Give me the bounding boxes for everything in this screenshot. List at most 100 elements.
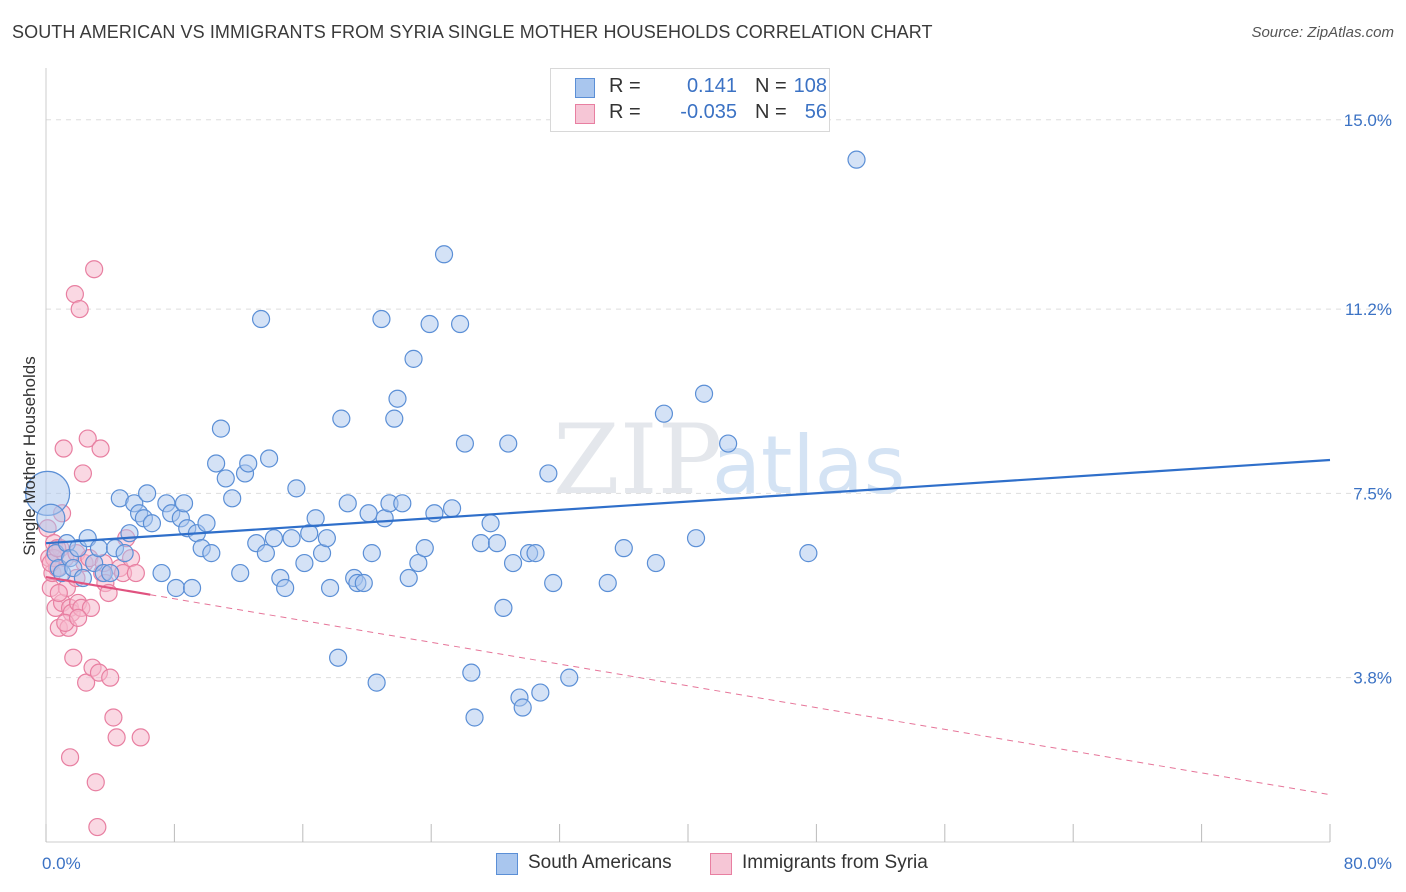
x-tick-label: 80.0%	[1344, 854, 1392, 873]
syria-point	[126, 563, 145, 583]
south-american-point	[362, 544, 381, 563]
legend-n-label: N =	[755, 75, 787, 97]
legend-n-value: 56	[804, 101, 827, 123]
legend-swatch-pink	[710, 853, 732, 875]
south-american-point	[503, 553, 523, 573]
south-american-point	[385, 409, 404, 428]
trend-lines	[45, 458, 1331, 796]
south-american-point	[799, 544, 818, 563]
south-american-point	[420, 314, 439, 334]
south-american-point	[239, 454, 258, 473]
chart-title: SOUTH AMERICAN VS IMMIGRANTS FROM SYRIA …	[12, 22, 933, 42]
south-american-point	[174, 494, 194, 513]
south-american-point	[494, 598, 513, 618]
south-american-trend-line	[45, 458, 1331, 545]
south-american-point	[320, 578, 340, 598]
legend-r-label: R =	[609, 101, 641, 123]
legend-swatch-blue	[575, 78, 595, 98]
y-axis-label: Single Mother Households	[20, 356, 39, 555]
x-tick-label: 0.0%	[42, 854, 81, 873]
syria-point	[49, 583, 68, 603]
south-american-point	[338, 494, 357, 513]
south-american-point	[434, 245, 454, 264]
south-american-point	[646, 553, 666, 573]
gridlines	[46, 119, 1390, 679]
south-american-point	[372, 309, 391, 329]
south-american-point	[317, 529, 336, 548]
south-american-point	[332, 409, 351, 428]
y-tick-label: 7.5%	[1353, 484, 1392, 503]
south-american-point	[450, 314, 470, 334]
south-american-point	[544, 573, 563, 593]
axes: 3.8% 7.5% 11.2% 15.0% 0.0% 80.0%	[42, 68, 1392, 873]
south-american-point	[223, 489, 242, 508]
south-american-point	[166, 578, 186, 598]
south-american-point	[471, 534, 491, 553]
series-south-american-points	[25, 150, 866, 727]
south-american-point	[216, 469, 235, 488]
legend-r-label: R =	[609, 75, 641, 97]
syria-point	[81, 598, 101, 618]
syria-point	[101, 668, 120, 687]
syria-point	[64, 648, 83, 667]
source-label: Source: ZipAtlas.com	[1251, 24, 1394, 41]
syria-point	[54, 439, 73, 458]
south-american-point	[359, 504, 378, 523]
syria-point	[104, 708, 123, 727]
south-american-point	[202, 544, 221, 563]
south-american-point	[404, 349, 423, 368]
south-american-point	[138, 484, 157, 503]
south-american-point	[231, 563, 250, 583]
south-american-point	[89, 539, 109, 558]
south-american-point	[329, 648, 348, 667]
legend-label: South Americans	[528, 852, 672, 873]
south-american-point	[719, 434, 738, 453]
syria-point	[60, 748, 80, 767]
south-american-point	[598, 573, 617, 593]
syria-point	[91, 439, 110, 458]
south-american-point	[354, 573, 373, 593]
south-american-point	[462, 663, 481, 682]
legend-swatch-pink	[575, 104, 595, 124]
syria-point	[86, 773, 105, 792]
south-american-point	[282, 529, 301, 548]
correlation-legend: R = 0.141 N = 108 R = -0.035 N = 56	[550, 68, 830, 132]
legend-swatch-blue	[496, 853, 518, 875]
south-american-point	[465, 708, 484, 727]
south-american-point	[526, 544, 545, 563]
south-american-point	[415, 539, 434, 558]
south-american-point	[531, 683, 550, 702]
south-american-point	[287, 479, 306, 498]
south-american-point	[152, 563, 171, 583]
syria-point	[70, 299, 89, 319]
south-american-point	[251, 309, 271, 329]
south-american-point	[182, 578, 202, 598]
y-tick-label: 3.8%	[1353, 669, 1392, 688]
south-american-point	[295, 553, 314, 573]
south-american-point	[399, 568, 418, 588]
south-american-point	[694, 384, 714, 403]
south-american-point	[264, 529, 284, 548]
syria-point	[68, 608, 88, 627]
south-american-point	[560, 668, 579, 687]
south-american-point	[276, 578, 295, 598]
south-american-point	[101, 563, 120, 583]
south-american-point	[388, 389, 407, 408]
south-american-point	[197, 514, 216, 533]
south-american-point	[614, 539, 633, 558]
legend-n-label: N =	[755, 101, 787, 123]
south-american-point	[211, 419, 231, 438]
south-american-point	[259, 449, 279, 468]
watermark-zip: ZIP	[553, 404, 722, 516]
south-american-point	[539, 464, 558, 483]
legend-n-value: 108	[793, 75, 827, 97]
syria-point	[73, 464, 93, 483]
legend-label: Immigrants from Syria	[742, 852, 928, 873]
legend-r-value: -0.035	[680, 101, 737, 123]
syria-point	[107, 728, 126, 747]
south-american-point	[207, 454, 226, 473]
south-american-point	[654, 404, 674, 423]
syria-trend-extension	[150, 594, 1331, 796]
syria-point	[85, 260, 104, 279]
